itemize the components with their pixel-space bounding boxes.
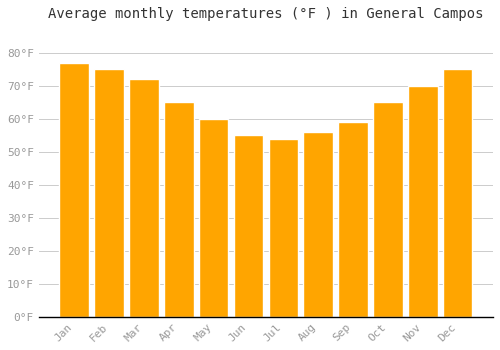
Bar [268,139,298,317]
Bar [129,79,159,317]
Bar [304,132,333,317]
Bar [60,63,89,317]
Bar [443,69,472,317]
Bar [408,86,438,317]
Bar [94,69,124,317]
Title: Average monthly temperatures (°F ) in General Campos: Average monthly temperatures (°F ) in Ge… [48,7,484,21]
Bar [164,102,194,317]
Bar [373,102,402,317]
Bar [234,135,264,317]
Bar [338,122,368,317]
Bar [199,119,228,317]
